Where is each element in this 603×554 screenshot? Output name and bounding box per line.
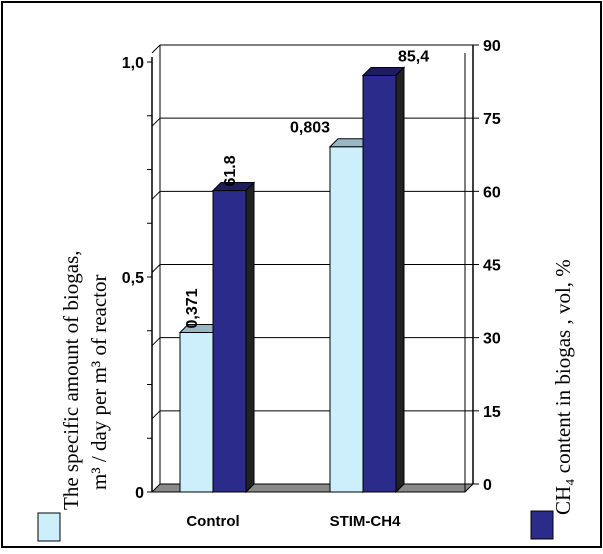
- y-axis-right-title: CH₄ content in biogas , vol, %: [551, 259, 575, 515]
- bar: [179, 331, 214, 493]
- bar-side: [395, 66, 405, 494]
- y-axis-left-tick-label: 0: [135, 485, 144, 502]
- y-axis-right-tick-label: 60: [483, 184, 501, 201]
- y-axis-right-tick-label: 75: [483, 111, 501, 128]
- y-axis-right-tick-label: 15: [483, 404, 501, 421]
- bars: [178, 66, 406, 494]
- gridline-diagonal: [151, 117, 161, 127]
- y-axis-left-title-line1: The specific amount of biogas,: [59, 250, 83, 510]
- y-axis-right-tick-label: 90: [483, 38, 501, 55]
- y-axis-right-tick-label: 45: [483, 258, 501, 275]
- y-axis-right-tick-label: 30: [483, 331, 501, 348]
- data-label: 85,4: [398, 48, 429, 65]
- category-label-control: Control: [186, 513, 239, 530]
- bar-side: [245, 181, 255, 494]
- y-axis-right-tick-label: 0: [483, 477, 492, 494]
- axes: [147, 44, 479, 493]
- legend-swatch-dark: [530, 510, 554, 540]
- data-label: 0,371: [184, 288, 201, 328]
- bar: [362, 74, 397, 493]
- gridline-diagonal: [151, 44, 161, 54]
- y-axis-left-title-line2: m³ / day per m³ of reactor: [87, 274, 111, 490]
- bar: [329, 146, 364, 493]
- gridline-diagonal: [151, 337, 161, 347]
- y-axis-left-tick-label: 1,0: [122, 55, 144, 72]
- labels: 0 0,5 1,0 0 15 30 45 60 75 90 0,371 61.8 0,803 85,4: [122, 38, 501, 502]
- data-label: 61.8: [222, 155, 239, 186]
- category-label-stim-ch4: STIM-CH4: [330, 513, 401, 530]
- gridline-diagonal: [151, 410, 161, 420]
- y-axis-left-tick-label: 0,5: [122, 270, 144, 287]
- gridline-diagonal: [151, 190, 161, 200]
- bar: [212, 190, 247, 493]
- gridline-diagonal: [151, 264, 161, 273]
- legend-swatch-light: [37, 512, 61, 542]
- data-label: 0,803: [290, 120, 330, 137]
